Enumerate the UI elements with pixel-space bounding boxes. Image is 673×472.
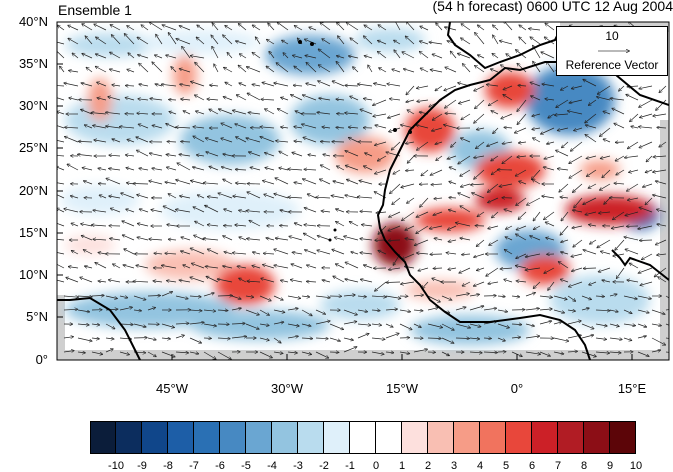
colorbar-swatch	[610, 421, 636, 454]
colorbar-swatch	[402, 421, 428, 454]
colorbar-label: 3	[442, 460, 466, 472]
reference-vector-label: Reference Vector	[557, 58, 667, 72]
colorbar-swatch	[350, 421, 376, 454]
colorbar-swatch	[558, 421, 584, 454]
colorbar-label: 2	[416, 460, 440, 472]
x-tick-label: 0°	[487, 381, 547, 396]
wind-vector	[321, 142, 330, 143]
colorbar-label: -8	[156, 460, 180, 472]
y-tick-label: 35°N	[0, 56, 48, 71]
colorbar-label: 4	[468, 460, 492, 472]
y-tick-label: 5°N	[0, 309, 48, 324]
colorbar-swatch	[324, 421, 350, 454]
y-tick-label: 15°N	[0, 225, 48, 240]
wind-vector	[428, 338, 441, 339]
wind-vector	[640, 240, 652, 241]
x-tick-label: 30°W	[257, 381, 317, 396]
wind-vector	[167, 142, 176, 143]
colorbar-label: -6	[208, 460, 232, 472]
colorbar-swatch	[376, 421, 402, 454]
y-tick-label: 10°N	[0, 267, 48, 282]
colorbar-swatch	[246, 421, 272, 454]
colorbar-label: 0	[364, 460, 388, 472]
wind-vector	[449, 198, 456, 199]
colorbar-label: 9	[598, 460, 622, 472]
y-tick-label: 20°N	[0, 183, 48, 198]
wind-vector	[389, 240, 401, 241]
colorbar-label: -7	[182, 460, 206, 472]
colorbar-label: -4	[260, 460, 284, 472]
colorbar-label: -1	[338, 460, 362, 472]
colorbar-label: -9	[130, 460, 154, 472]
y-tick-label: 25°N	[0, 140, 48, 155]
y-tick-label: 30°N	[0, 98, 48, 113]
colorbar-label: -5	[234, 460, 258, 472]
wind-vector	[181, 142, 190, 143]
colorbar-label: 1	[390, 460, 414, 472]
colorbar-swatch	[428, 421, 454, 454]
colorbar-label: 6	[520, 460, 544, 472]
x-tick-label: 15°W	[372, 381, 432, 396]
wind-vector	[169, 100, 176, 101]
wind-vector	[456, 338, 469, 339]
wind-vector	[126, 86, 134, 87]
colorbar-label: 8	[572, 460, 596, 472]
wind-vector	[148, 296, 160, 297]
wind-vector	[386, 282, 400, 283]
colorbar-swatch	[272, 421, 298, 454]
wind-vector	[484, 338, 491, 339]
wind-vector	[584, 268, 597, 269]
y-tick-label: 0°	[0, 352, 48, 367]
colorbar-swatch	[194, 421, 220, 454]
y-tick-label: 40°N	[0, 14, 48, 29]
colorbar-label: -2	[312, 460, 336, 472]
colorbar-label: 10	[624, 460, 648, 472]
colorbar-swatch	[142, 421, 168, 454]
x-tick-label: 15°E	[602, 381, 662, 396]
reference-vector-box: 10 Reference Vector	[556, 26, 668, 76]
wind-vector	[133, 184, 148, 185]
x-tick-label: 45°W	[142, 381, 202, 396]
reference-vector-magnitude: 10	[557, 29, 667, 43]
wind-vector	[218, 296, 232, 297]
colorbar-swatch	[298, 421, 324, 454]
colorbar	[90, 421, 636, 454]
reference-arrow-icon	[557, 44, 667, 58]
colorbar-swatch	[220, 421, 246, 454]
wind-vector	[433, 268, 442, 269]
colorbar-swatch	[506, 421, 532, 454]
colorbar-swatch	[532, 421, 558, 454]
colorbar-label: -10	[104, 460, 128, 472]
colorbar-label: -3	[286, 460, 310, 472]
colorbar-swatch	[480, 421, 506, 454]
colorbar-swatch	[116, 421, 142, 454]
colorbar-swatch	[90, 421, 116, 454]
wind-vector	[280, 226, 288, 227]
colorbar-swatch	[168, 421, 194, 454]
colorbar-label: 7	[546, 460, 570, 472]
colorbar-swatch	[584, 421, 610, 454]
colorbar-label: 5	[494, 460, 518, 472]
colorbar-swatch	[454, 421, 480, 454]
